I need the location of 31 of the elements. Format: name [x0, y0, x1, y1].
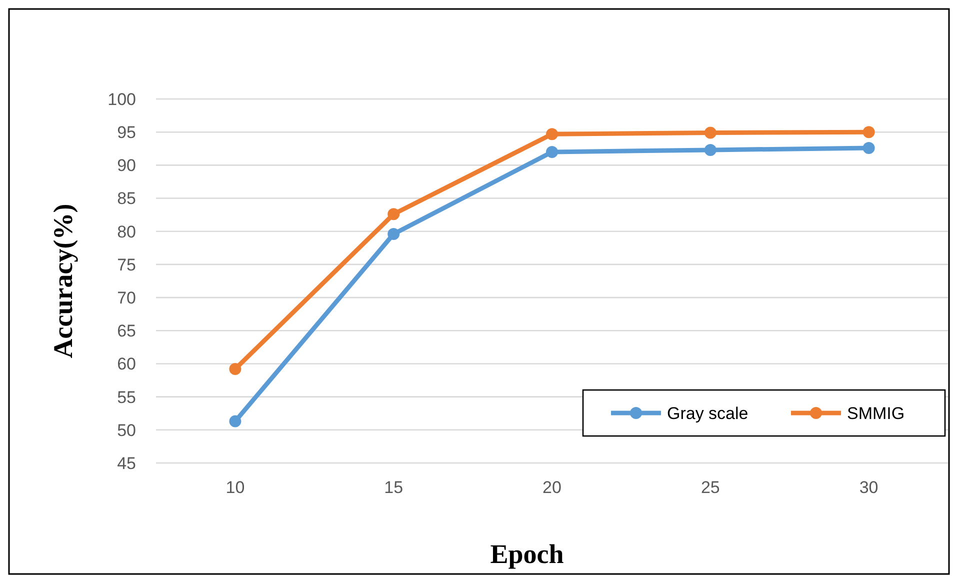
y-tick-label: 45: [117, 454, 136, 473]
legend-label: Gray scale: [667, 404, 748, 423]
x-tick-label: 15: [384, 478, 404, 497]
y-tick-label: 60: [117, 354, 136, 374]
x-tick-label: 25: [700, 478, 720, 497]
y-axis-title: Accuracy(%): [48, 204, 78, 358]
y-tick-label: 70: [117, 288, 136, 308]
legend-label: SMMIG: [847, 404, 905, 423]
y-tick-label: 90: [117, 156, 136, 176]
point: [229, 363, 242, 376]
y-tick-label: 100: [108, 90, 136, 109]
y-tick-label: 50: [117, 420, 136, 440]
x-tick-label: 30: [859, 478, 878, 497]
x-axis-title: Epoch: [490, 539, 564, 569]
point: [388, 208, 400, 220]
point: [546, 128, 558, 140]
x-tick-label: 20: [542, 478, 562, 497]
point: [704, 144, 716, 156]
point: [546, 146, 558, 158]
y-tick-label: 95: [117, 123, 136, 142]
y-tick-label: 75: [117, 255, 136, 274]
point: [704, 126, 716, 139]
y-tick-label: 80: [117, 222, 136, 242]
x-tick-label: 10: [226, 478, 245, 497]
point: [862, 142, 875, 154]
point: [388, 228, 400, 240]
y-tick-label: 65: [117, 322, 136, 341]
point: [229, 415, 242, 428]
y-tick-label: 55: [117, 388, 136, 407]
point: [862, 126, 875, 138]
y-tick-label: 85: [117, 189, 136, 208]
